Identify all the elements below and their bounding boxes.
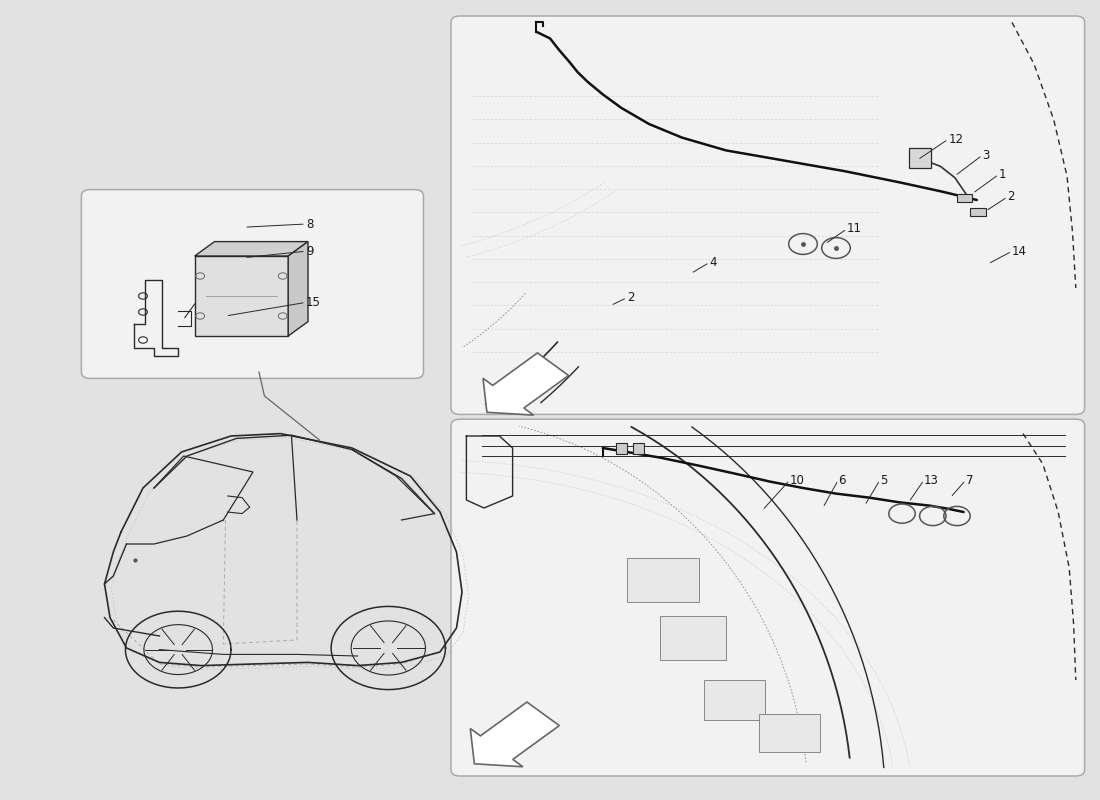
Text: 1: 1: [999, 168, 1007, 181]
Text: 3: 3: [982, 149, 990, 162]
Bar: [970, 208, 986, 216]
Text: 14: 14: [1012, 245, 1027, 258]
Bar: [957, 194, 972, 202]
Polygon shape: [471, 702, 559, 766]
Bar: [616, 443, 627, 454]
Text: 5: 5: [880, 474, 888, 486]
FancyBboxPatch shape: [451, 16, 1085, 414]
Bar: [909, 148, 931, 168]
Text: 8: 8: [306, 218, 313, 230]
Text: 4: 4: [710, 256, 717, 269]
FancyBboxPatch shape: [81, 190, 424, 378]
Text: 11: 11: [847, 222, 862, 235]
Polygon shape: [288, 242, 308, 336]
Polygon shape: [483, 353, 569, 415]
Bar: [627, 558, 698, 602]
Text: 6: 6: [838, 474, 846, 486]
Text: 13: 13: [924, 474, 939, 486]
Polygon shape: [195, 242, 308, 256]
Text: 10: 10: [790, 474, 805, 486]
Text: 15: 15: [306, 296, 321, 309]
Text: 7: 7: [966, 474, 974, 486]
Bar: [759, 714, 820, 752]
FancyBboxPatch shape: [451, 419, 1085, 776]
Text: 9: 9: [306, 245, 313, 258]
Bar: [704, 680, 764, 720]
Bar: [660, 616, 726, 660]
Text: 2: 2: [627, 291, 635, 304]
Text: 12: 12: [948, 133, 964, 146]
Bar: [195, 256, 288, 336]
Bar: [632, 443, 644, 454]
Text: 2: 2: [1008, 190, 1015, 203]
